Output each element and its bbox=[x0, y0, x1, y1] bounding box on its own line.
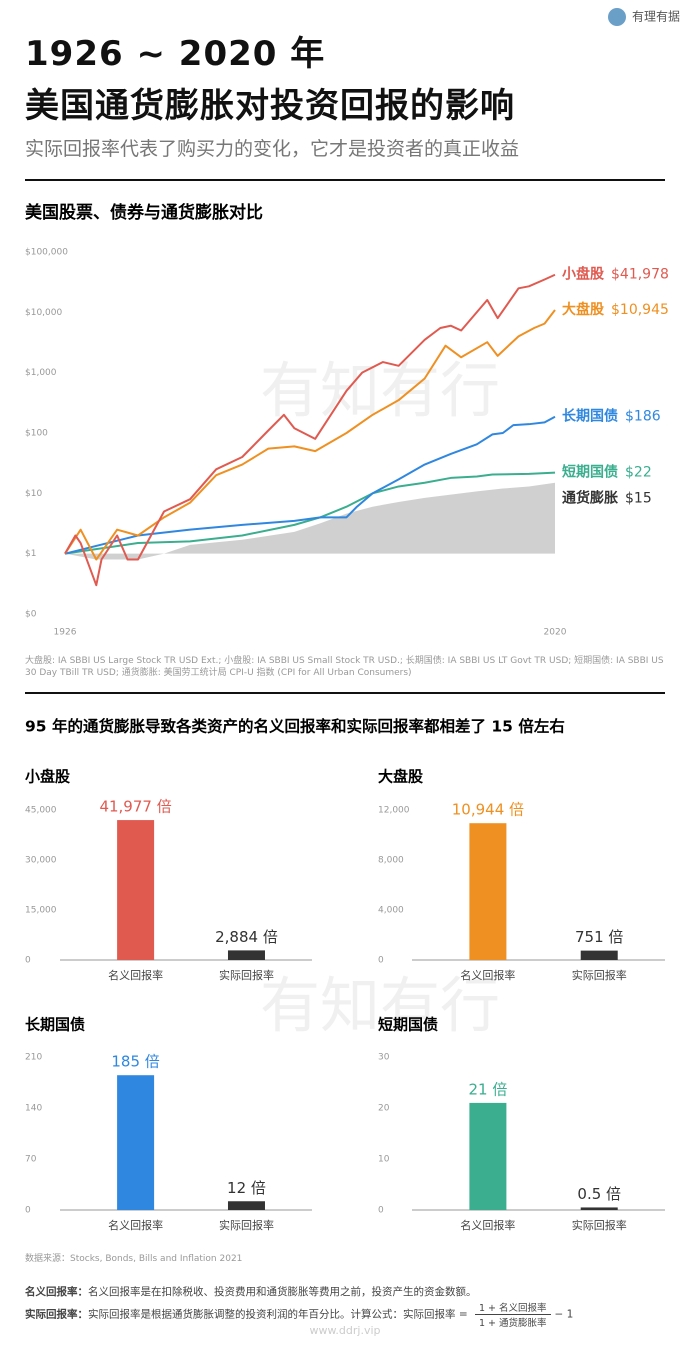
formula: 1 + 名义回报率 1 + 通货膨胀率 bbox=[474, 1300, 551, 1329]
x-tick-label: 名义回报率 bbox=[460, 968, 515, 982]
bar bbox=[580, 1207, 618, 1210]
line bbox=[64, 309, 556, 561]
x-tick-label: 实际回报率 bbox=[572, 1218, 627, 1232]
title: 1926 ~ 2020 年 bbox=[25, 34, 326, 74]
end-value: $41,978 bbox=[611, 267, 669, 283]
website: www.ddrj.vip bbox=[309, 1324, 380, 1337]
numerator: 1 + 名义回报率 bbox=[474, 1300, 551, 1315]
y-tick-label: 30 bbox=[378, 1053, 390, 1063]
end-label: 短期国债 $22 bbox=[562, 464, 652, 481]
y-tick-label: 140 bbox=[25, 1104, 42, 1114]
definition: 名义回报率：名义回报率是在扣除税收、投资费用和通货膨胀等费用之前，投资产生的资金… bbox=[25, 1284, 477, 1299]
y-tick-label: 210 bbox=[25, 1053, 42, 1063]
y-tick-label: $10,000 bbox=[25, 308, 62, 318]
source: 数据来源：Stocks, Bonds, Bills and Inflation … bbox=[25, 1254, 243, 1264]
definition-text: 名义回报率是在扣除税收、投资费用和通货膨胀等费用之前，投资产生的资金数额。 bbox=[88, 1286, 477, 1298]
y-tick-label: $100,000 bbox=[25, 248, 68, 258]
watermark: 有知有行 bbox=[260, 357, 500, 427]
chart-title: 美国股票、债券与通货膨胀对比 bbox=[25, 202, 263, 223]
y-tick-label: 0 bbox=[378, 1206, 384, 1216]
subtitle: 实际回报率代表了购买力的变化，它才是投资者的真正收益 bbox=[25, 138, 520, 160]
watermark: 有知有行 bbox=[260, 972, 500, 1042]
bar bbox=[117, 1075, 155, 1210]
value-label: 751 倍 bbox=[575, 928, 623, 946]
area bbox=[65, 482, 555, 560]
bar bbox=[469, 1102, 507, 1210]
x-tick-label: 名义回报率 bbox=[108, 1218, 163, 1232]
chart-note: 大盘股: IA SBBI US Large Stock TR USD Ext.;… bbox=[25, 656, 664, 678]
y-tick-label: 30,000 bbox=[25, 856, 57, 866]
value-label: 21 倍 bbox=[468, 1080, 507, 1098]
value-label: 2,884 倍 bbox=[215, 928, 278, 946]
y-tick-label: 0 bbox=[25, 956, 31, 966]
legend-name: 长期国债 bbox=[562, 408, 618, 425]
section-title: 95 年的通货膨胀导致各类资产的名义回报率和实际回报率都相差了 15 倍左右 bbox=[25, 717, 565, 736]
line bbox=[64, 415, 556, 555]
x-tick-label: 实际回报率 bbox=[572, 968, 627, 982]
y-tick-label: 10 bbox=[378, 1155, 390, 1165]
y-tick-label: $10 bbox=[25, 489, 42, 499]
denominator: 1 + 通货膨胀率 bbox=[478, 1318, 547, 1329]
y-tick-label: 8,000 bbox=[378, 856, 404, 866]
x-tick-label: 实际回报率 bbox=[219, 1218, 274, 1232]
definition: 实际回报率：实际回报率是根据通货膨胀调整的投资利润的年百分比。计算公式：实际回报… bbox=[25, 1300, 573, 1329]
end-value: $22 bbox=[625, 465, 652, 481]
chart-title: 长期国债 bbox=[25, 1016, 85, 1034]
end-value: $10,945 bbox=[611, 302, 669, 318]
title: 美国通货膨胀对投资回报的影响 bbox=[25, 86, 515, 126]
value-label: 10,944 倍 bbox=[452, 801, 524, 819]
y-tick-label: 70 bbox=[25, 1155, 37, 1165]
y-tick-label: $1 bbox=[25, 549, 36, 559]
value-label: 12 倍 bbox=[227, 1179, 266, 1197]
end-value: $15 bbox=[625, 491, 652, 507]
x-tick-label: 实际回报率 bbox=[219, 968, 274, 982]
bar bbox=[469, 823, 507, 960]
chart-title: 大盘股 bbox=[378, 768, 424, 786]
formula-tail: − 1 bbox=[554, 1308, 574, 1321]
y-tick-label: 45,000 bbox=[25, 806, 57, 816]
end-label: 小盘股 $41,978 bbox=[562, 266, 669, 283]
legend-name: 短期国债 bbox=[562, 464, 618, 481]
value-label: 0.5 倍 bbox=[577, 1185, 621, 1203]
y-tick-label: 0 bbox=[25, 1206, 31, 1216]
line bbox=[64, 273, 556, 587]
y-tick-label: 20 bbox=[378, 1104, 390, 1114]
legend-name: 大盘股 bbox=[562, 301, 605, 318]
bar bbox=[227, 950, 265, 960]
logo: 有理有据 bbox=[632, 10, 680, 24]
chart-title: 短期国债 bbox=[378, 1016, 438, 1034]
x-tick-label: 名义回报率 bbox=[108, 968, 163, 982]
y-tick-label: 12,000 bbox=[378, 806, 410, 816]
definition-text: 实际回报率是根据通货膨胀调整的投资利润的年百分比。计算公式：实际回报率 = bbox=[88, 1308, 468, 1321]
value-label: 41,977 倍 bbox=[99, 798, 171, 816]
bar bbox=[227, 1201, 265, 1210]
y-tick-label: $0 bbox=[25, 610, 37, 620]
x-tick-label: 1926 bbox=[54, 628, 77, 638]
chart-title: 小盘股 bbox=[25, 768, 71, 786]
x-tick-label: 2020 bbox=[544, 628, 567, 638]
y-tick-label: 0 bbox=[378, 956, 384, 966]
legend-name: 小盘股 bbox=[562, 266, 605, 283]
bar bbox=[580, 950, 618, 960]
end-value: $186 bbox=[625, 409, 661, 425]
x-tick-label: 名义回报率 bbox=[460, 1218, 515, 1232]
legend-name: 通货膨胀 bbox=[562, 490, 618, 507]
end-label: 长期国债 $186 bbox=[562, 408, 661, 425]
logo-icon bbox=[608, 8, 626, 26]
value-label: 185 倍 bbox=[111, 1053, 159, 1071]
y-tick-label: 4,000 bbox=[378, 906, 404, 916]
y-tick-label: 15,000 bbox=[25, 906, 57, 916]
term: 实际回报率： bbox=[25, 1308, 88, 1321]
y-tick-label: $100 bbox=[25, 429, 48, 439]
term: 名义回报率： bbox=[25, 1286, 88, 1298]
y-tick-label: $1,000 bbox=[25, 368, 57, 378]
end-label: 通货膨胀 $15 bbox=[562, 490, 652, 507]
end-label: 大盘股 $10,945 bbox=[562, 301, 669, 318]
bar bbox=[117, 820, 155, 960]
